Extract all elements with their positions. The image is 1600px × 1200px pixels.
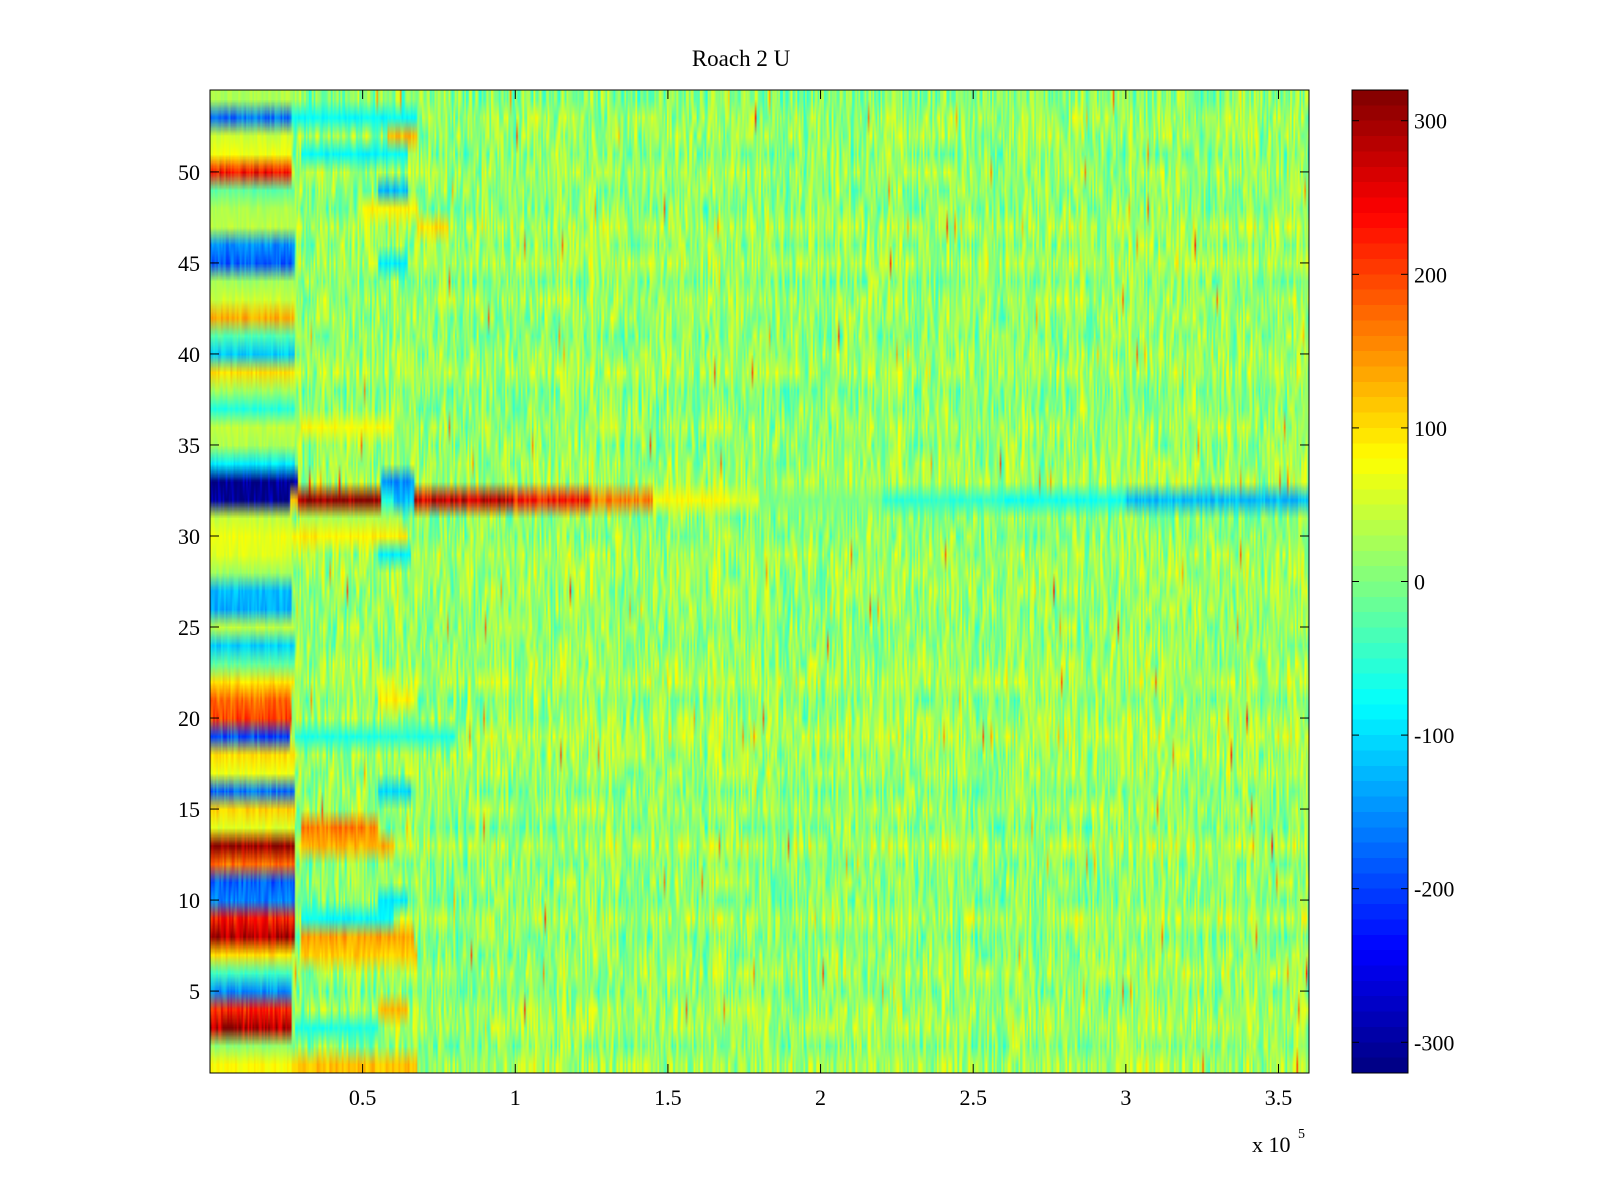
heatmap-image — [210, 90, 1309, 1073]
colorbar-tick-label: 200 — [1414, 262, 1447, 287]
x-tick-label: 2 — [815, 1085, 826, 1110]
y-tick-label: 15 — [178, 797, 200, 822]
colorbar-tick-label: 0 — [1414, 570, 1425, 595]
x-tick-label: 3 — [1120, 1085, 1131, 1110]
x-axis: 0.5 1 1.5 2 2.5 3 3.5 — [349, 90, 1292, 1110]
colorbar-tick-label: -100 — [1414, 723, 1454, 748]
y-tick-label: 10 — [178, 888, 200, 913]
colorbar-gradient — [1352, 90, 1408, 1073]
x-tick-label: 1 — [510, 1085, 521, 1110]
y-tick-label: 5 — [189, 979, 200, 1004]
y-tick-label: 40 — [178, 342, 200, 367]
chart-title: Roach 2 U — [692, 46, 791, 71]
x-tick-label: 1.5 — [654, 1085, 682, 1110]
y-tick-label: 35 — [178, 433, 200, 458]
y-tick-label: 25 — [178, 615, 200, 640]
x-tick-label: 0.5 — [349, 1085, 377, 1110]
y-tick-label: 30 — [178, 524, 200, 549]
x-exponent-label: x 10 5 — [1252, 1127, 1305, 1157]
plot-axes-box — [209, 89, 1310, 1074]
colorbar-tick-label: 300 — [1414, 109, 1447, 134]
x-tick-label: 3.5 — [1265, 1085, 1293, 1110]
colorbar: 300 200 100 0 -100 -200 -300 — [1351, 89, 1454, 1074]
colorbar-tick-label: -200 — [1414, 877, 1454, 902]
colorbar-ticks: 300 200 100 0 -100 -200 -300 — [1352, 109, 1454, 1055]
heatmap — [210, 90, 1309, 1073]
colorbar-tick-label: -300 — [1414, 1030, 1454, 1055]
y-tick-label: 45 — [178, 251, 200, 276]
x-exponent-prefix: x 10 — [1252, 1132, 1291, 1157]
x-tick-label: 2.5 — [959, 1085, 987, 1110]
y-axis: 5 10 15 20 25 30 35 40 45 50 — [178, 160, 1309, 1004]
x-exponent-power: 5 — [1298, 1127, 1305, 1142]
y-tick-label: 50 — [178, 160, 200, 185]
y-tick-label: 20 — [178, 706, 200, 731]
colorbar-tick-label: 100 — [1414, 416, 1447, 441]
